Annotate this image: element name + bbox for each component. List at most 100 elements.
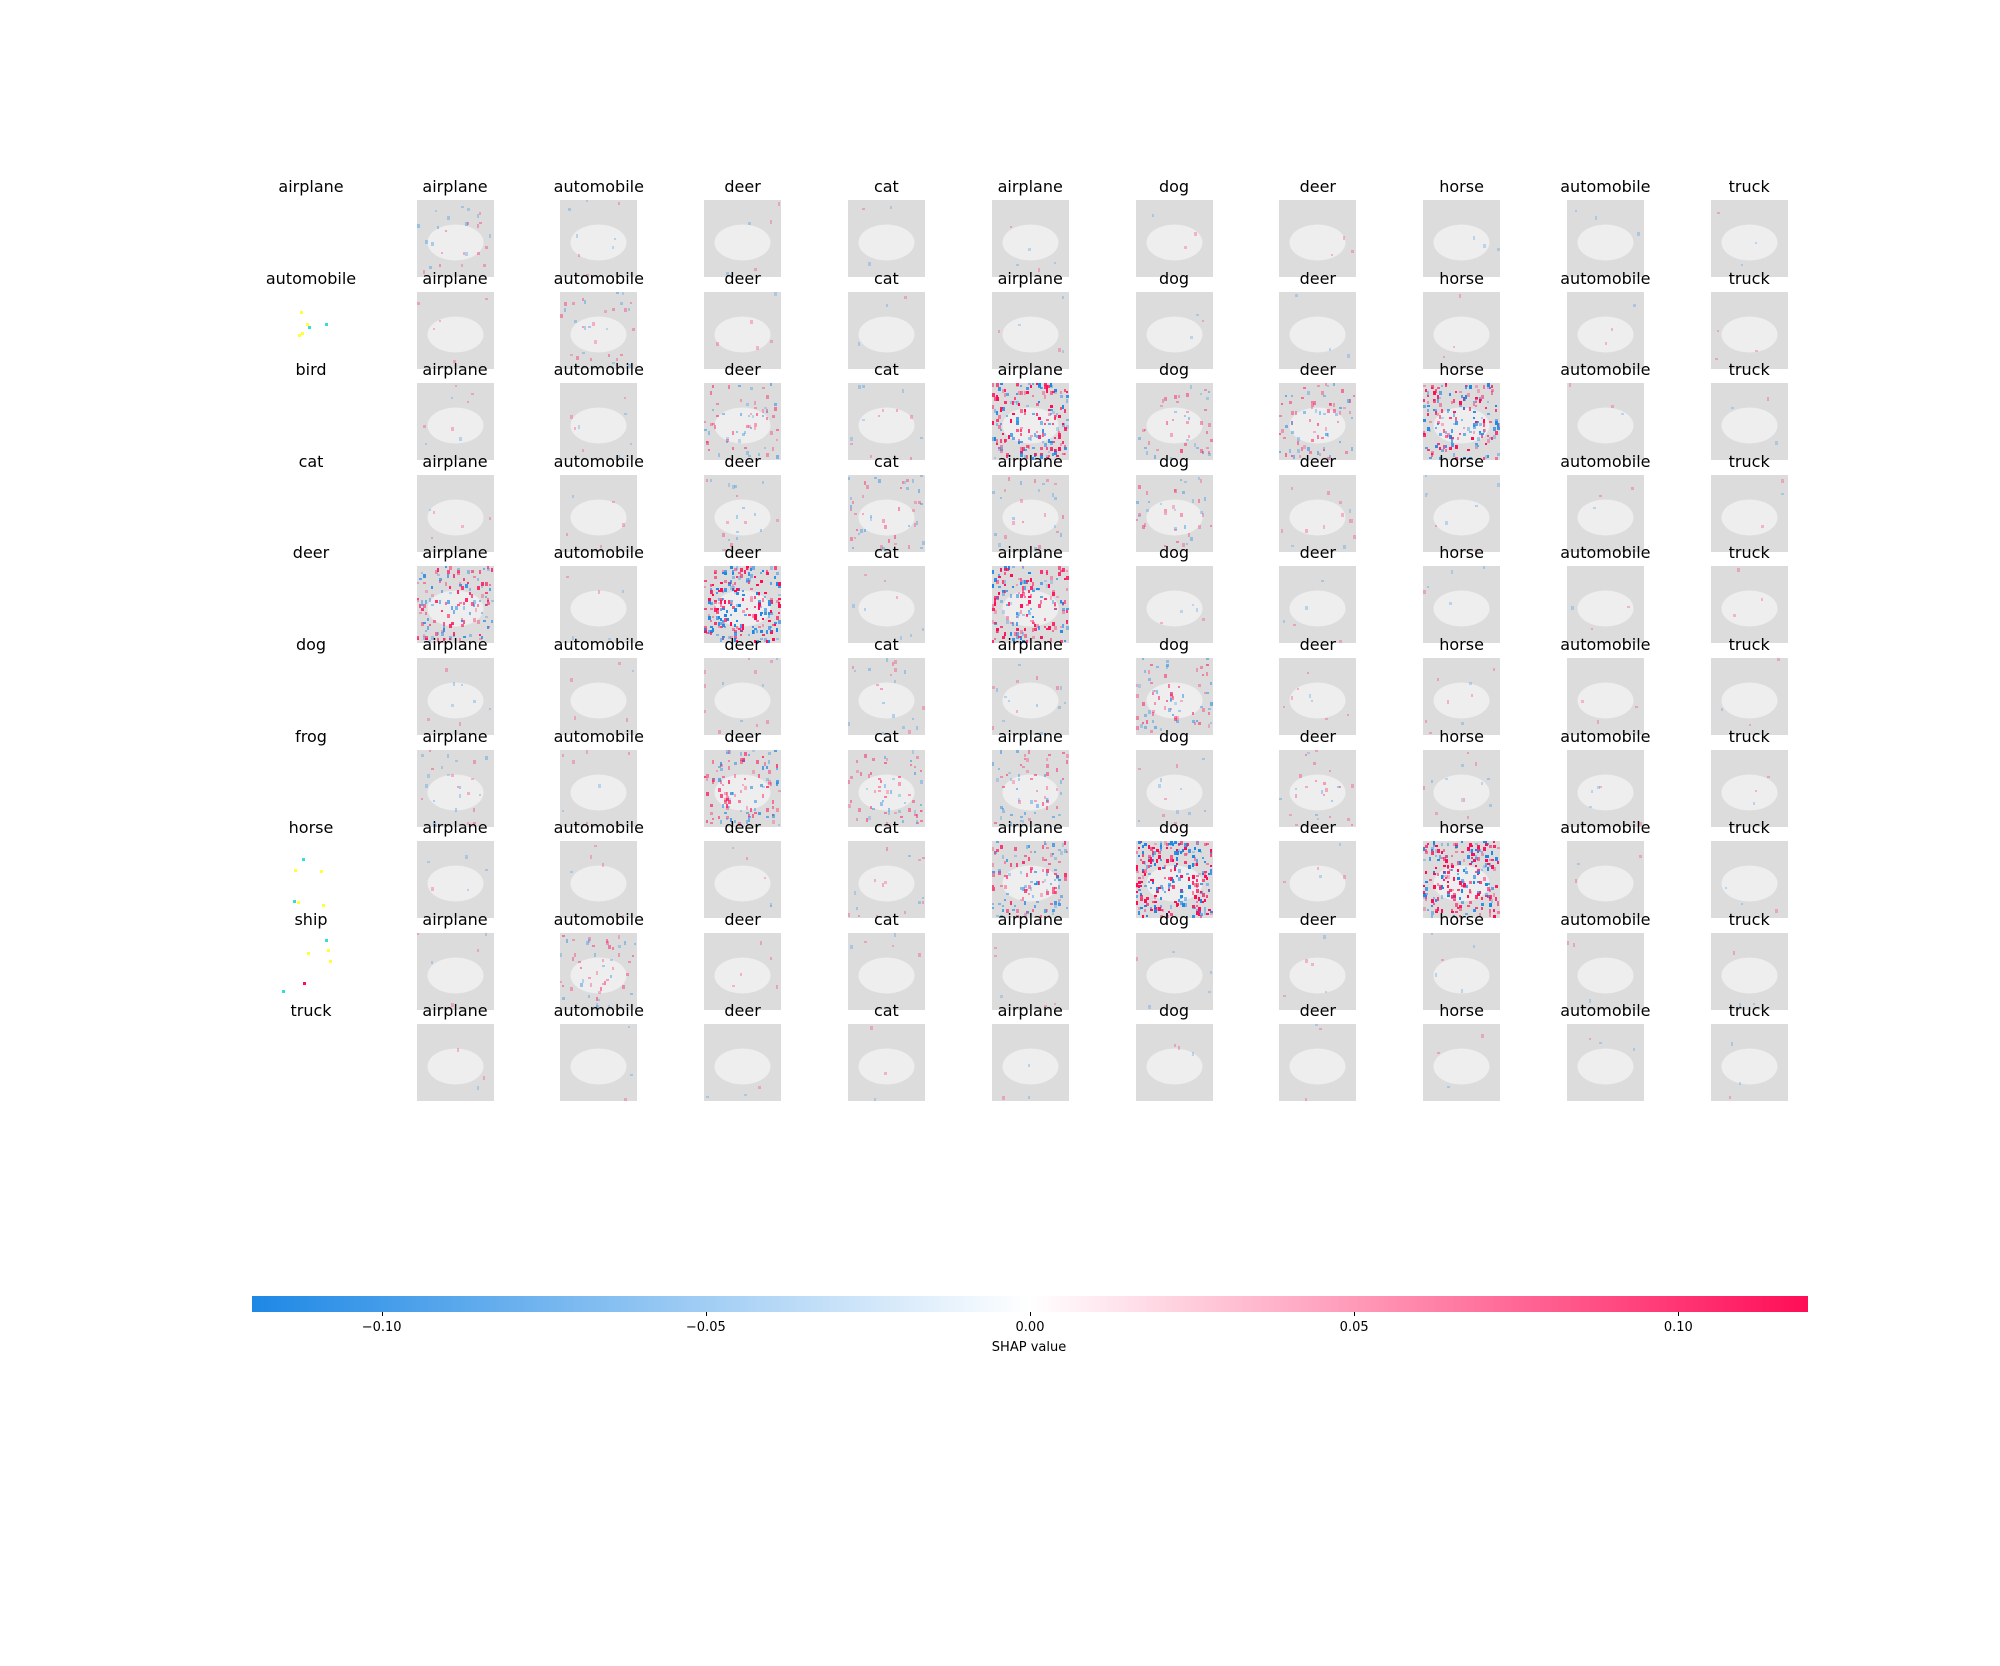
shap-pixel	[1177, 1046, 1180, 1051]
shap-pixel	[847, 779, 850, 784]
shap-pixel	[456, 568, 460, 571]
shap-pixel	[1451, 443, 1455, 448]
shap-pixel	[1285, 453, 1288, 458]
shap-pixel	[1041, 801, 1044, 806]
shap-pixel	[1055, 686, 1059, 690]
shap-pixel	[724, 588, 728, 593]
shap-pixel	[612, 946, 615, 950]
shap-pixel	[1588, 998, 1591, 1003]
shap-pixel	[1009, 574, 1013, 578]
shap-pixel	[446, 773, 450, 776]
shap-pixel	[1049, 903, 1053, 906]
shap-pixel	[1471, 437, 1475, 441]
shap-pixel	[1045, 584, 1048, 589]
shap-pixel	[1161, 813, 1165, 817]
cell-silhouette	[1002, 865, 1059, 902]
shap-pixel	[1063, 702, 1066, 704]
shap-pixel	[1001, 905, 1004, 908]
shap-pixel	[877, 478, 881, 483]
shap-pixel	[424, 630, 427, 633]
shap-pixel	[1451, 855, 1454, 858]
shap-pixel	[1153, 905, 1156, 909]
shap-pixel	[738, 628, 742, 631]
shap-pixel	[774, 403, 778, 407]
cell-silhouette	[1433, 682, 1490, 719]
shap-pixel	[1011, 586, 1014, 589]
shap-pixel	[1455, 417, 1458, 422]
shap-pixel	[1449, 447, 1453, 451]
shap-pixel	[1005, 909, 1009, 914]
shap-pixel	[752, 566, 756, 571]
shap-pixel	[600, 986, 603, 991]
shap-pixel	[562, 934, 566, 937]
shap-pixel	[997, 871, 1001, 876]
shap-pixel	[1209, 865, 1212, 868]
shap-pixel	[1461, 763, 1465, 767]
shap-pixel	[772, 415, 776, 419]
shap-pixel	[1025, 769, 1029, 773]
shap-pixel	[738, 821, 742, 826]
shap-pixel	[718, 626, 721, 629]
shap-cell-image	[560, 1024, 638, 1102]
colorbar-tick-label: −0.10	[361, 1320, 402, 1335]
shap-pixel	[1465, 885, 1469, 889]
shap-pixel	[1209, 439, 1213, 443]
shap-pixel	[1489, 859, 1492, 862]
shap-pixel	[1461, 419, 1464, 422]
shap-pixel	[602, 982, 605, 985]
shap-pixel	[1447, 871, 1451, 875]
shap-pixel	[1053, 602, 1056, 607]
shap-pixel	[484, 592, 488, 595]
shap-pixel	[857, 532, 860, 535]
shap-pixel	[1061, 514, 1064, 519]
column-label: truck	[1728, 726, 1770, 746]
column-label: automobile	[553, 177, 644, 196]
shap-pixel	[1315, 779, 1318, 782]
shap-cell-image	[704, 658, 782, 735]
shap-pixel	[1319, 1028, 1323, 1031]
shap-cell-image	[1566, 200, 1644, 277]
shap-pixel	[1023, 913, 1027, 918]
shap-pixel	[1469, 385, 1473, 390]
shap-cell-image	[991, 291, 1069, 369]
shap-pixel	[1195, 879, 1198, 883]
shap-pixel	[1179, 449, 1183, 454]
shap-pixel	[1596, 785, 1600, 789]
shap-pixel	[1153, 863, 1156, 867]
shap-pixel	[1435, 524, 1438, 527]
shap-pixel	[596, 1002, 599, 1007]
column-label: deer	[1299, 543, 1337, 563]
shap-pixel	[740, 634, 743, 637]
shap-pixel	[1493, 867, 1497, 872]
shap-pixel	[424, 240, 428, 244]
shap-pixel	[1153, 901, 1157, 904]
shap-cell	[1423, 1024, 1501, 1102]
shap-pixel	[1431, 451, 1435, 456]
shap-pixel	[1203, 899, 1206, 903]
shap-pixel	[1061, 843, 1064, 848]
shap-pixel	[1481, 851, 1484, 854]
shap-pixel	[1473, 431, 1476, 435]
shap-pixel	[570, 871, 574, 874]
shap-pixel	[1031, 457, 1034, 461]
shap-pixel	[768, 602, 772, 607]
shap-pixel	[570, 415, 574, 420]
shap-pixel	[424, 638, 428, 641]
shap-pixel	[448, 566, 452, 571]
shap-pixel	[1061, 441, 1064, 445]
shap-pixel	[1481, 395, 1485, 400]
cell-silhouette	[714, 407, 771, 444]
shap-pixel	[865, 484, 869, 489]
shap-pixel	[634, 942, 637, 945]
cell-silhouette	[858, 774, 915, 811]
shap-pixel	[1433, 409, 1436, 412]
shap-pixel	[1449, 889, 1453, 893]
shap-pixel	[881, 518, 885, 523]
original-image-pixel	[300, 310, 303, 314]
shap-pixel	[1021, 520, 1024, 523]
shap-pixel	[1047, 439, 1050, 444]
shap-pixel	[1201, 451, 1204, 455]
shap-pixel	[1439, 433, 1443, 437]
shap-pixel	[855, 817, 858, 821]
shap-pixel	[1477, 845, 1481, 850]
